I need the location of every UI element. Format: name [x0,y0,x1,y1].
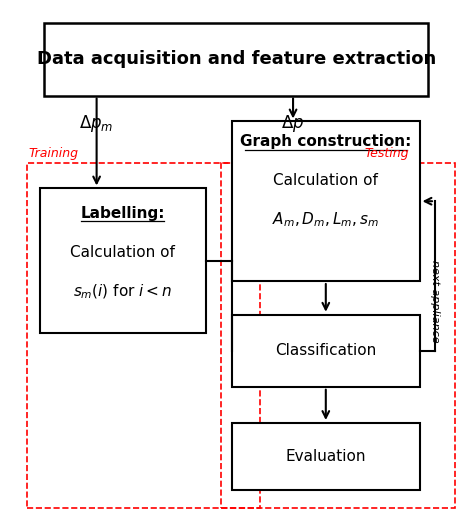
Text: Calculation of: Calculation of [273,173,378,188]
Text: Training: Training [29,147,79,160]
FancyBboxPatch shape [44,23,428,95]
Text: Data acquisition and feature extraction: Data acquisition and feature extraction [36,51,436,68]
Text: $\Delta p$: $\Delta p$ [282,114,305,134]
Text: $s_m(i)$ for $i<n$: $s_m(i)$ for $i<n$ [73,283,173,301]
FancyBboxPatch shape [232,423,419,490]
FancyBboxPatch shape [232,121,419,281]
Text: Graph construction:: Graph construction: [240,134,411,149]
Text: Labelling:: Labelling: [81,206,165,221]
Text: Calculation of: Calculation of [70,245,175,260]
Text: $A_m, D_m, L_m, s_m$: $A_m, D_m, L_m, s_m$ [272,210,379,229]
Text: Evaluation: Evaluation [285,449,366,464]
FancyBboxPatch shape [40,188,206,333]
Text: Testing: Testing [364,147,409,160]
Text: next appliance: next appliance [430,260,440,343]
FancyBboxPatch shape [232,315,419,387]
Text: Classification: Classification [275,343,376,358]
Text: $\Delta p_m$: $\Delta p_m$ [79,114,114,134]
